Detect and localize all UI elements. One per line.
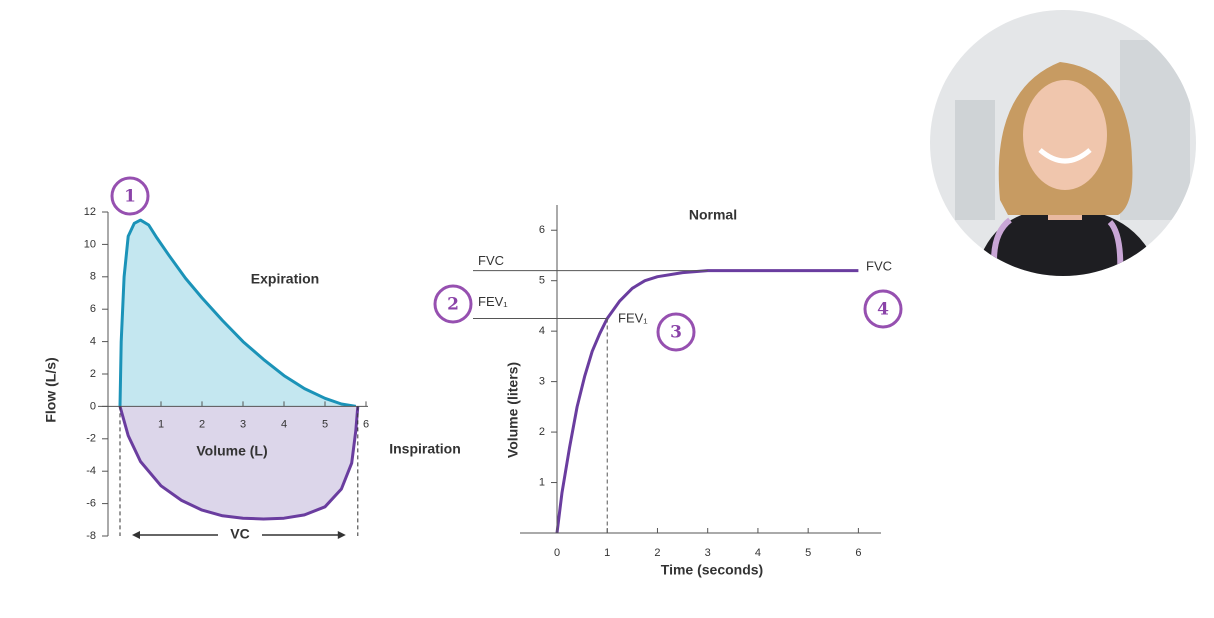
y-tick-label: 2 xyxy=(539,426,545,438)
x-tick-label: 6 xyxy=(855,547,861,559)
annotation: FEV₁ xyxy=(618,310,648,325)
step-number: 1 xyxy=(124,187,136,207)
x-tick-label: 4 xyxy=(281,418,287,430)
step-number: 3 xyxy=(670,323,682,343)
reference-label: FVC xyxy=(478,253,504,268)
step-number: 4 xyxy=(877,300,889,320)
x-tick-label: 3 xyxy=(240,418,246,430)
x-tick-label: 2 xyxy=(199,418,205,430)
step-marker xyxy=(110,176,150,216)
y-tick-label: 5 xyxy=(539,275,545,287)
y-axis-label: Flow (L/s) xyxy=(43,357,59,422)
step-number: 2 xyxy=(447,295,459,315)
x-axis-label: Time (seconds) xyxy=(661,562,763,578)
x-tick-label: 0 xyxy=(554,547,560,559)
reference-label: FEV₁ xyxy=(478,294,508,309)
y-tick-label: -2 xyxy=(86,433,96,445)
step-marker xyxy=(433,284,473,324)
x-tick-label: 4 xyxy=(755,547,761,559)
x-tick-label: 1 xyxy=(158,418,164,430)
x-tick-label: 1 xyxy=(604,547,610,559)
curve xyxy=(118,218,357,408)
step-marker xyxy=(863,289,903,329)
x-axis-label: Volume (L) xyxy=(196,443,267,459)
annotation: VC xyxy=(230,526,249,542)
x-tick-label: 3 xyxy=(705,547,711,559)
area-fill xyxy=(120,406,358,519)
presenter-photo xyxy=(930,10,1196,276)
y-tick-label: 4 xyxy=(539,325,545,337)
y-tick-label: 6 xyxy=(539,224,545,236)
y-tick-label: 0 xyxy=(90,400,96,412)
chart-title: Normal xyxy=(689,207,737,223)
x-tick-label: 5 xyxy=(322,418,328,430)
y-tick-label: 6 xyxy=(90,303,96,315)
x-tick-label: 5 xyxy=(805,547,811,559)
step-marker xyxy=(656,312,696,352)
y-axis-label: Volume (liters) xyxy=(505,362,521,458)
y-tick-label: 8 xyxy=(90,271,96,283)
y-tick-label: 1 xyxy=(539,476,545,488)
y-tick-label: 4 xyxy=(90,336,96,348)
y-tick-label: -4 xyxy=(86,465,96,477)
annotation: FVC xyxy=(866,258,892,273)
y-tick-label: 12 xyxy=(84,206,96,218)
y-tick-label: 2 xyxy=(90,368,96,380)
curve xyxy=(118,405,360,521)
x-tick-label: 6 xyxy=(363,418,369,430)
area-fill xyxy=(120,220,356,407)
y-tick-label: -6 xyxy=(86,498,96,510)
series-label: Inspiration xyxy=(389,441,461,457)
y-tick-label: -8 xyxy=(86,530,96,542)
curve xyxy=(555,269,859,534)
y-tick-label: 3 xyxy=(539,376,545,388)
series-label: Expiration xyxy=(251,271,319,287)
y-tick-label: 10 xyxy=(84,238,96,250)
x-tick-label: 2 xyxy=(654,547,660,559)
